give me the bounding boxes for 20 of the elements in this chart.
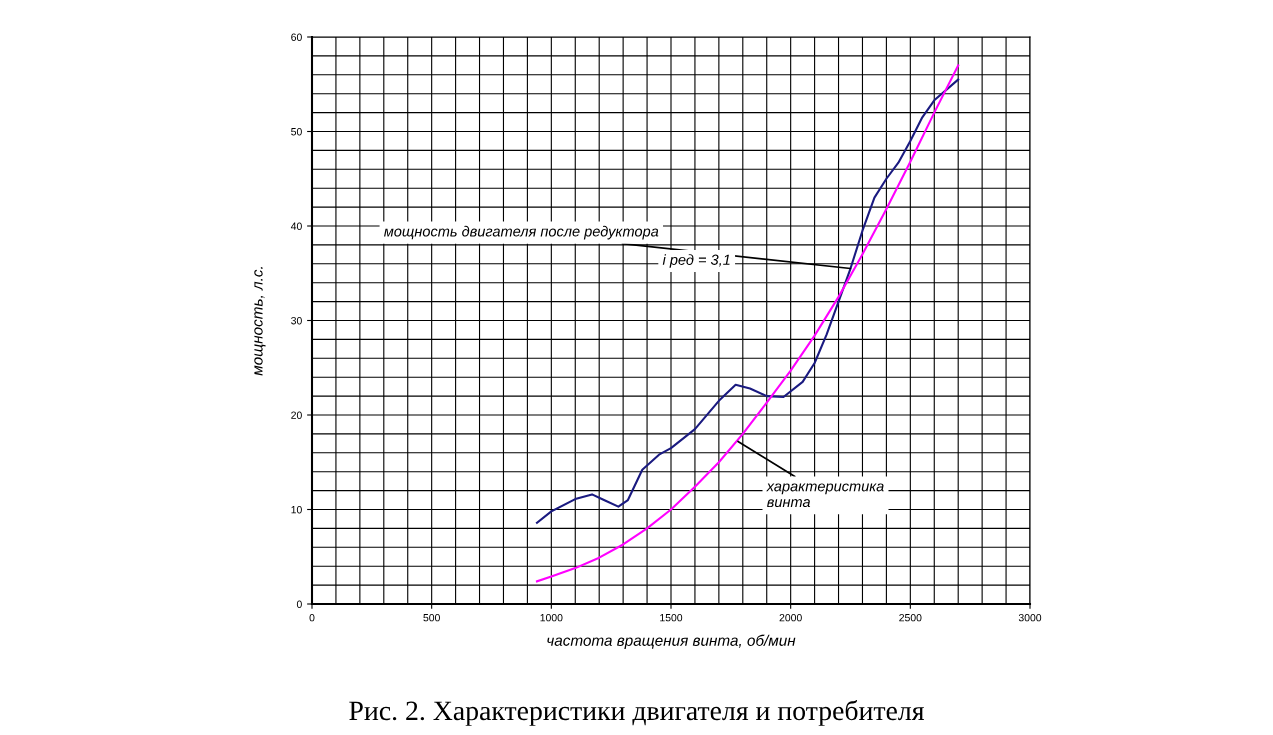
y-tick-label: 0 (296, 600, 302, 608)
annotation: характеристика винта (766, 483, 884, 508)
x-tick-label: 2500 (899, 614, 922, 622)
x-tick-label: 1000 (540, 614, 563, 622)
x-tick-label: 1500 (660, 614, 683, 622)
text: Рис. 2. Характеристики двигателя и потребителя (349, 700, 925, 726)
y-axis-title: мощность, л.с. (254, 267, 266, 376)
y-tick-label: 40 (290, 222, 302, 230)
x-tick-label: 3000 (1018, 614, 1042, 622)
annotation: мощность двигателя после редуктора (384, 225, 659, 240)
annotation: i ред = 3,1 (662, 254, 730, 268)
x-tick-label: 2000 (779, 614, 802, 622)
x-axis-title: частота вращения винта, об/мин (547, 634, 796, 649)
x-tick-label: 500 (423, 614, 440, 622)
x-tick-label: 0 (309, 614, 315, 622)
y-tick-label: 60 (291, 33, 302, 41)
y-tick-label: 30 (291, 317, 302, 325)
y-tick-label: 20 (291, 411, 302, 419)
y-tick-label: 10 (291, 506, 302, 514)
y-tick-label: 50 (291, 128, 302, 136)
